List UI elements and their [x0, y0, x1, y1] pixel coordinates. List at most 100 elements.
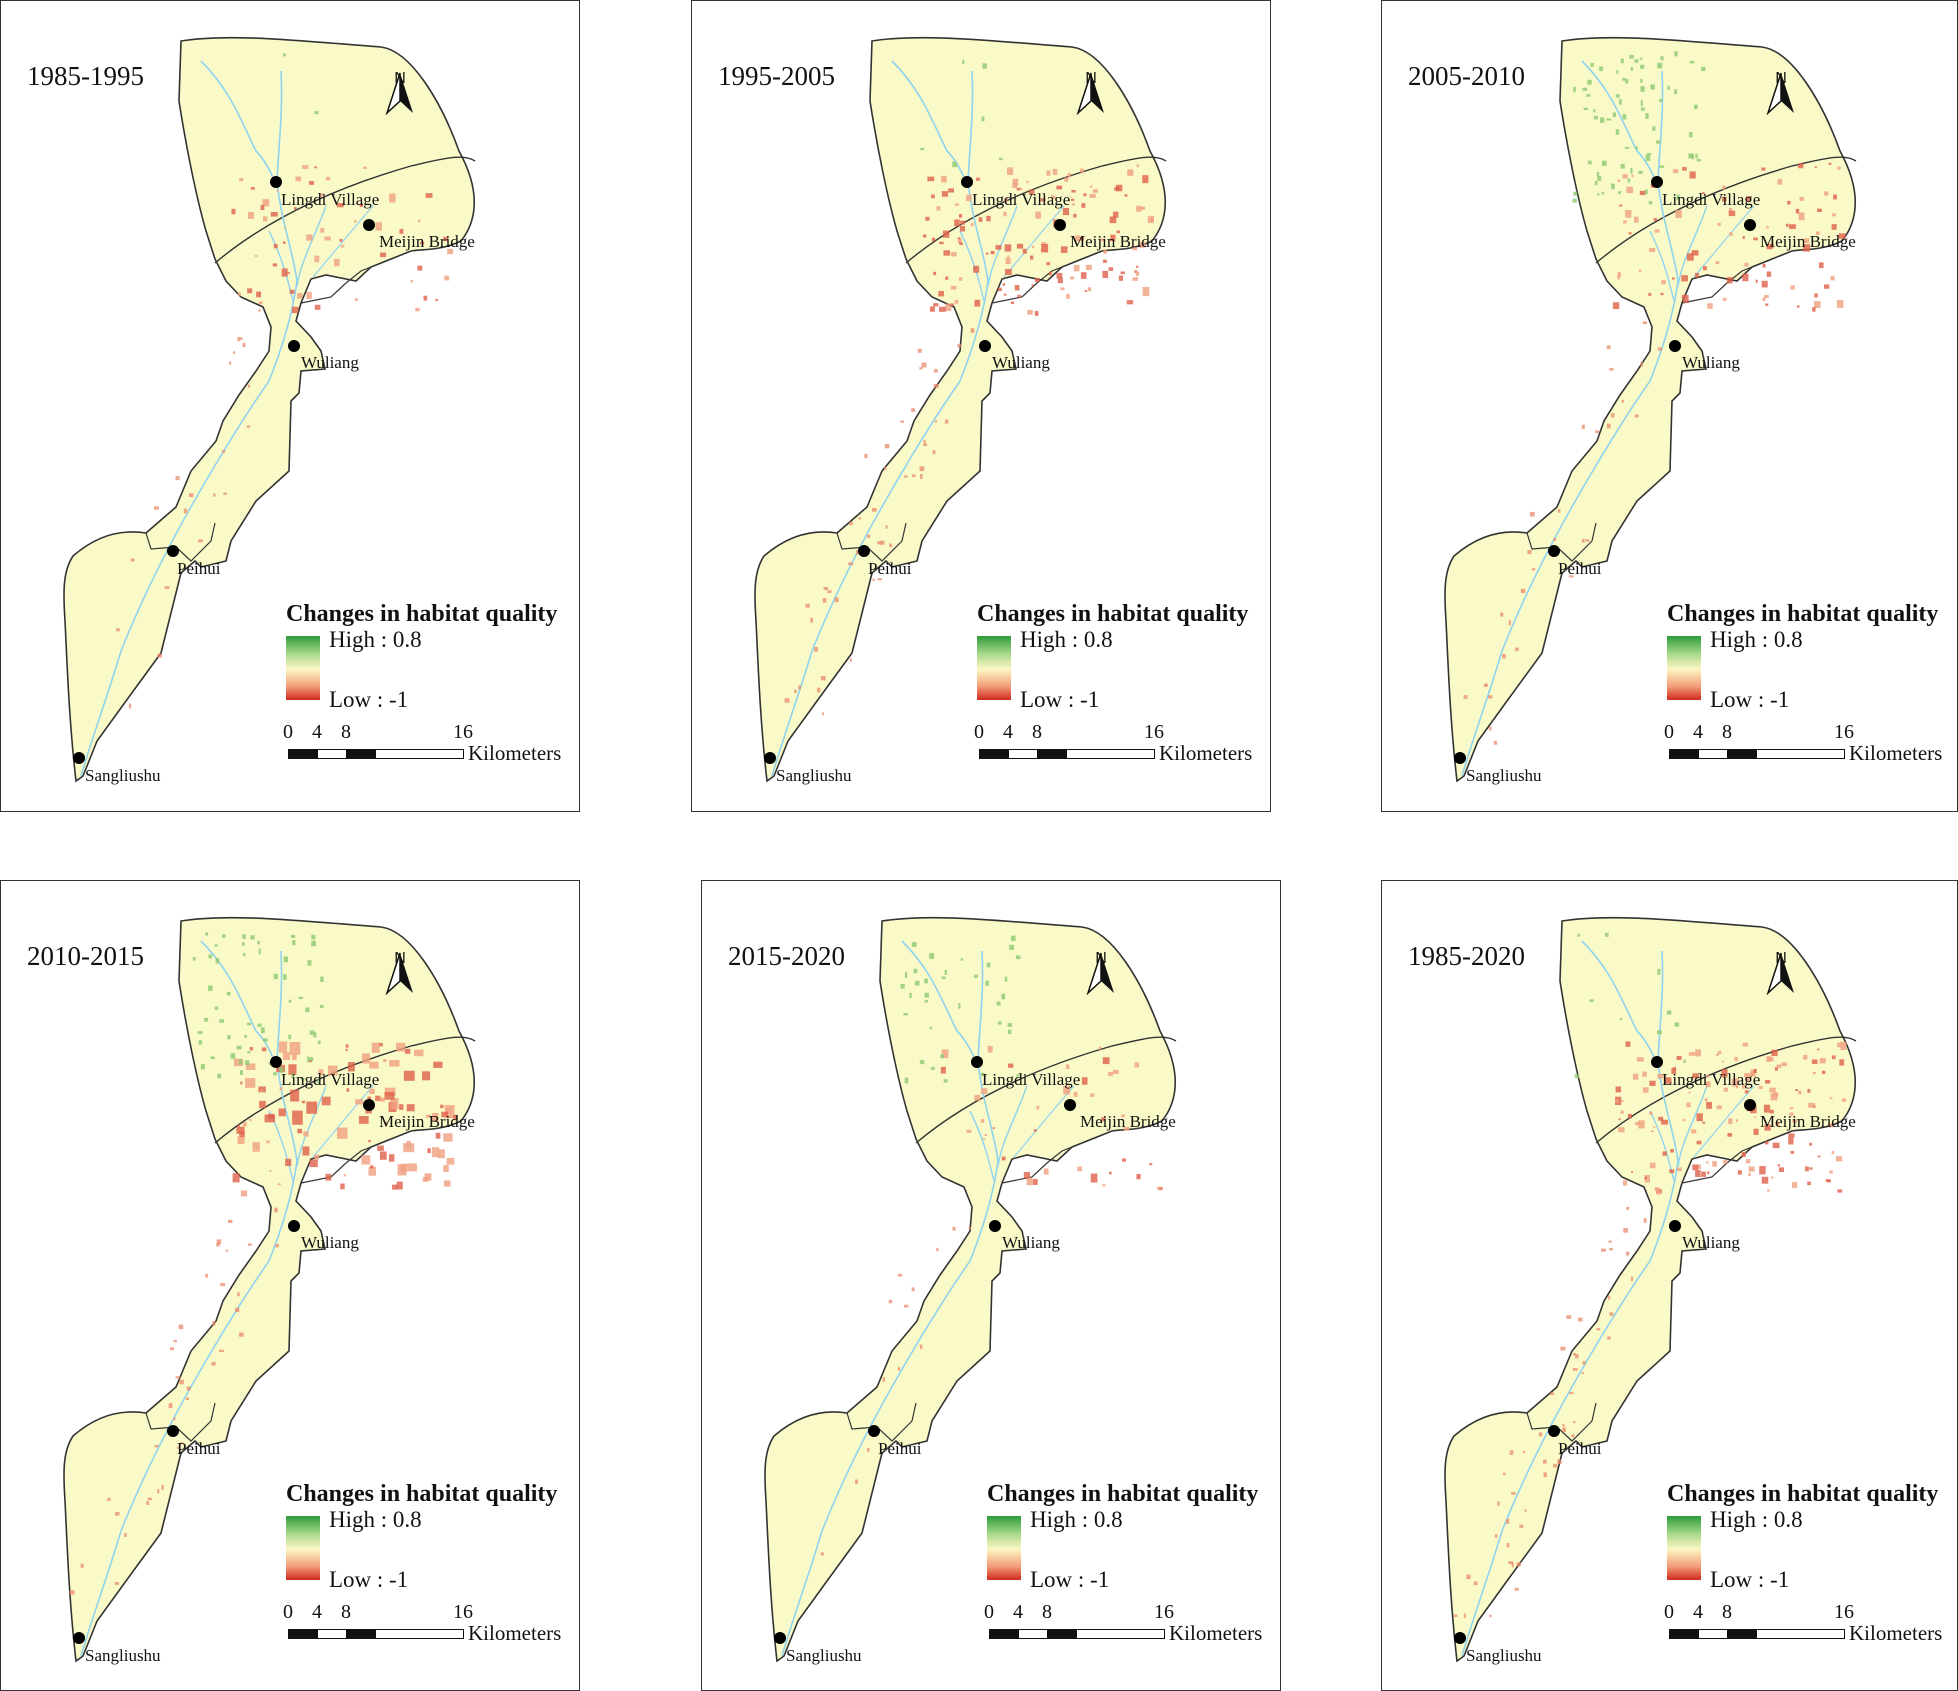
decline-patch	[1529, 511, 1535, 517]
decline-patch	[889, 543, 893, 547]
decline-patch	[1041, 244, 1049, 253]
decline-patch	[1004, 244, 1012, 252]
decline-patch	[1112, 1069, 1119, 1074]
decline-patch	[1136, 205, 1142, 212]
place-marker-sangliushu	[1454, 1632, 1466, 1644]
improvement-patch	[242, 942, 245, 946]
decline-patch	[941, 191, 949, 197]
decline-patch	[1062, 207, 1070, 216]
decline-patch	[1060, 287, 1065, 291]
decline-patch	[1702, 1121, 1706, 1124]
decline-patch	[390, 1098, 399, 1110]
improvement-patch	[1657, 1030, 1662, 1035]
decline-patch	[432, 1112, 439, 1122]
decline-patch	[912, 474, 916, 478]
decline-patch	[157, 653, 162, 658]
improvement-patch	[997, 1021, 1002, 1025]
decline-patch	[1753, 237, 1758, 241]
decline-patch	[1608, 1240, 1612, 1243]
decline-patch	[1639, 190, 1646, 196]
decline-patch	[1626, 1206, 1630, 1210]
scale-segment	[375, 1629, 464, 1639]
decline-patch	[1581, 424, 1585, 429]
improvement-patch	[1001, 993, 1006, 1000]
decline-patch	[1582, 1361, 1586, 1365]
decline-patch	[212, 1321, 216, 1326]
decline-patch	[867, 534, 871, 538]
decline-patch	[849, 521, 853, 526]
decline-patch	[1642, 1071, 1647, 1077]
decline-patch	[435, 298, 438, 302]
map-canvas: Lingdi Village Meijin Bridge Wuliang Pei…	[63, 916, 476, 1665]
decline-patch	[225, 1249, 228, 1252]
decline-patch	[1771, 1049, 1778, 1057]
decline-patch	[954, 203, 959, 206]
decline-patch	[1527, 549, 1532, 555]
decline-patch	[1790, 1150, 1795, 1154]
decline-patch	[1043, 1168, 1049, 1175]
improvement-patch	[1630, 67, 1634, 71]
decline-patch	[1638, 1120, 1645, 1129]
decline-patch	[1750, 1069, 1756, 1077]
improvement-patch	[1601, 191, 1605, 195]
decline-patch	[1519, 1524, 1524, 1528]
legend-high-label: High : 0.8	[1030, 1507, 1123, 1532]
improvement-patch	[260, 1027, 265, 1034]
legend: Changes in habitat quality High : 0.8 Lo…	[987, 1481, 1280, 1592]
decline-patch	[943, 250, 951, 256]
north-arrow-icon	[1076, 72, 1104, 115]
decline-patch	[447, 248, 454, 255]
decline-patch	[1571, 1434, 1575, 1438]
decline-patch	[1626, 186, 1634, 194]
decline-patch	[1742, 273, 1749, 282]
decline-patch	[919, 367, 923, 370]
decline-patch	[1653, 217, 1658, 221]
decline-patch	[1010, 301, 1015, 305]
improvement-patch	[1659, 165, 1665, 168]
decline-patch	[1676, 1167, 1682, 1172]
map-panel-1: Lingdi Village Meijin Bridge Wuliang Pei…	[0, 0, 580, 812]
scale-bar: 0 4 8 16 Kilometers	[283, 1601, 579, 1651]
decline-patch	[1633, 216, 1639, 223]
decline-patch	[274, 1207, 278, 1213]
decline-patch	[1609, 1312, 1614, 1316]
decline-patch	[384, 1092, 395, 1100]
decline-patch	[1622, 1180, 1628, 1186]
decline-patch	[233, 351, 236, 354]
decline-patch	[250, 187, 255, 190]
decline-patch	[1811, 1059, 1818, 1064]
decline-patch	[1803, 244, 1811, 252]
subbasin-boundary	[1595, 156, 1857, 264]
decline-patch	[1625, 210, 1632, 218]
improvement-patch	[320, 976, 324, 982]
decline-patch	[1553, 1463, 1558, 1468]
improvement-patch	[1640, 107, 1645, 111]
decline-patch	[231, 208, 236, 215]
decline-patch	[128, 703, 132, 709]
decline-patch	[1818, 262, 1824, 269]
subbasin-boundary	[836, 522, 907, 562]
decline-patch	[406, 1104, 415, 1112]
decline-patch	[237, 337, 241, 341]
place-marker-meijin	[363, 219, 375, 231]
decline-patch	[1682, 167, 1687, 171]
place-label-lingdi: Lingdi Village	[281, 1070, 379, 1089]
scale-tick-16: 16	[1834, 1601, 1854, 1623]
improvement-patch	[221, 934, 226, 938]
decline-patch	[1642, 321, 1647, 325]
decline-patch	[1073, 213, 1077, 218]
decline-patch	[784, 698, 790, 703]
place-label-wuliang: Wuliang	[992, 353, 1050, 372]
decline-patch	[1681, 294, 1689, 300]
legend-low-label: Low : -1	[329, 687, 409, 712]
scale-bar: 0 4 8 16 Kilometers	[283, 721, 579, 771]
decline-patch	[1761, 167, 1766, 171]
decline-patch	[1670, 1148, 1674, 1153]
place-marker-peihui	[858, 545, 870, 557]
scale-tick-16: 16	[1144, 721, 1164, 743]
decline-patch	[320, 227, 325, 233]
improvement-patch	[247, 1051, 251, 1054]
improvement-patch	[1011, 935, 1016, 942]
decline-patch	[1662, 1151, 1667, 1156]
decline-patch	[1649, 1080, 1656, 1086]
